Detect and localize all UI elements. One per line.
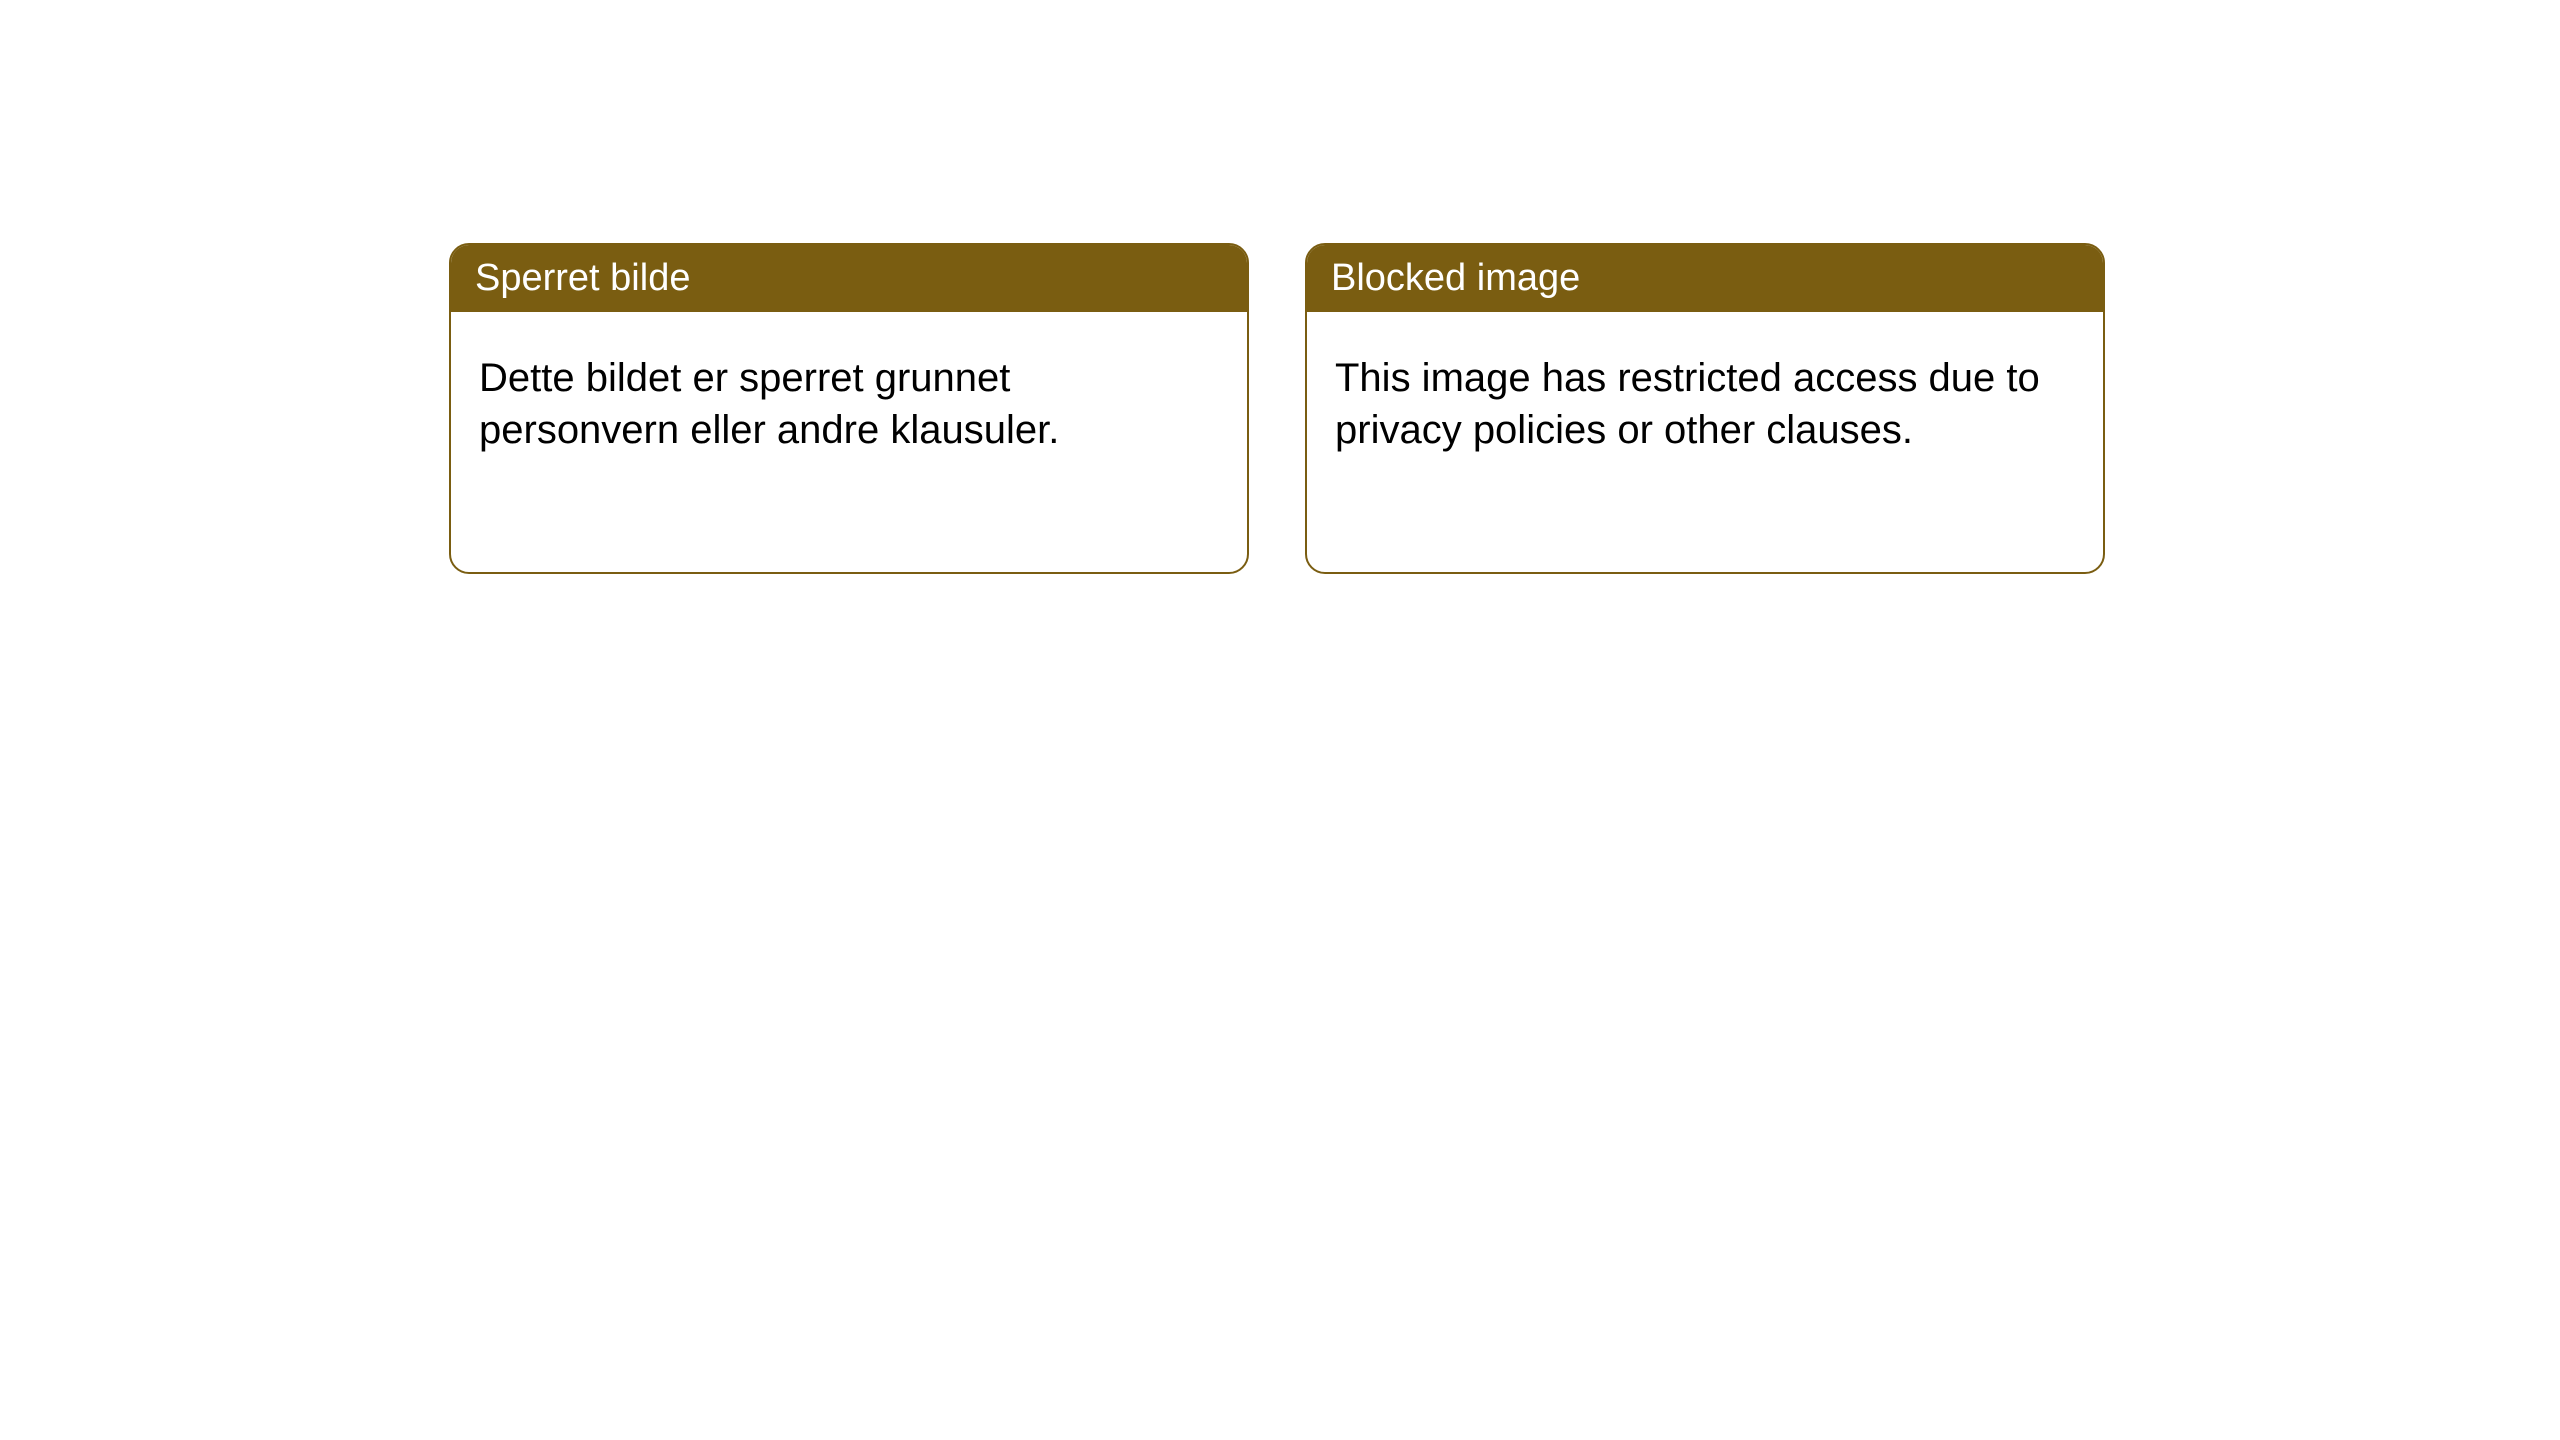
card-header: Blocked image [1307,245,2103,312]
card-body-text: Dette bildet er sperret grunnet personve… [479,352,1219,456]
card-body: Dette bildet er sperret grunnet personve… [451,312,1247,572]
card-title: Blocked image [1331,257,1580,299]
notice-container: Sperret bilde Dette bildet er sperret gr… [449,243,2105,574]
notice-card-english: Blocked image This image has restricted … [1305,243,2105,574]
card-header: Sperret bilde [451,245,1247,312]
card-body-text: This image has restricted access due to … [1335,352,2075,456]
card-title: Sperret bilde [475,257,690,299]
card-body: This image has restricted access due to … [1307,312,2103,572]
notice-card-norwegian: Sperret bilde Dette bildet er sperret gr… [449,243,1249,574]
